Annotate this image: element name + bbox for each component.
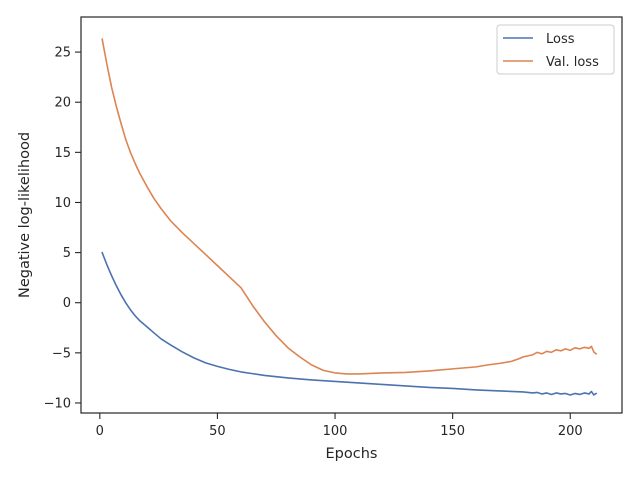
legend-label-loss: Loss: [546, 32, 575, 47]
y-tick-label: −5: [52, 346, 71, 361]
x-ticks: 0 50 100 150 200: [96, 413, 583, 439]
y-tick-label: 20: [54, 96, 71, 111]
x-tick-label: 50: [209, 424, 226, 439]
y-tick-label: 0: [63, 296, 71, 311]
y-tick-label: 5: [63, 246, 71, 261]
plot-frame: [80, 16, 623, 414]
y-axis-label: Negative log-likelihood: [17, 132, 33, 298]
x-tick-label: 150: [440, 424, 465, 439]
x-tick-label: 0: [96, 424, 104, 439]
y-ticks: −10 −5 0 5 10 15 20 25: [44, 46, 81, 411]
x-axis-label: Epochs: [326, 446, 378, 462]
legend-label-val-loss: Val. loss: [546, 55, 599, 70]
x-tick-label: 200: [558, 424, 583, 439]
series-line-loss: [101, 251, 597, 396]
y-tick-label: 25: [54, 46, 71, 61]
y-tick-label: 10: [54, 196, 71, 211]
y-tick-label: −10: [44, 396, 71, 411]
legend: Loss Val. loss: [496, 24, 615, 75]
x-tick-label: 100: [323, 424, 348, 439]
series-layer: [101, 38, 597, 396]
y-tick-label: 15: [54, 146, 71, 161]
plot-area: [81, 17, 622, 413]
series-line-val-loss: [101, 38, 597, 375]
